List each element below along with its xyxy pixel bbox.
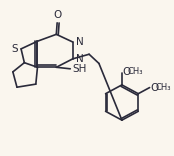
Text: O: O: [54, 10, 62, 20]
Text: O: O: [150, 83, 159, 93]
Text: S: S: [11, 44, 18, 54]
Text: CH₃: CH₃: [128, 67, 143, 76]
Text: N: N: [76, 37, 83, 47]
Text: O: O: [123, 67, 131, 77]
Text: SH: SH: [73, 64, 87, 74]
Text: N: N: [76, 54, 83, 64]
Text: CH₃: CH₃: [155, 83, 171, 92]
